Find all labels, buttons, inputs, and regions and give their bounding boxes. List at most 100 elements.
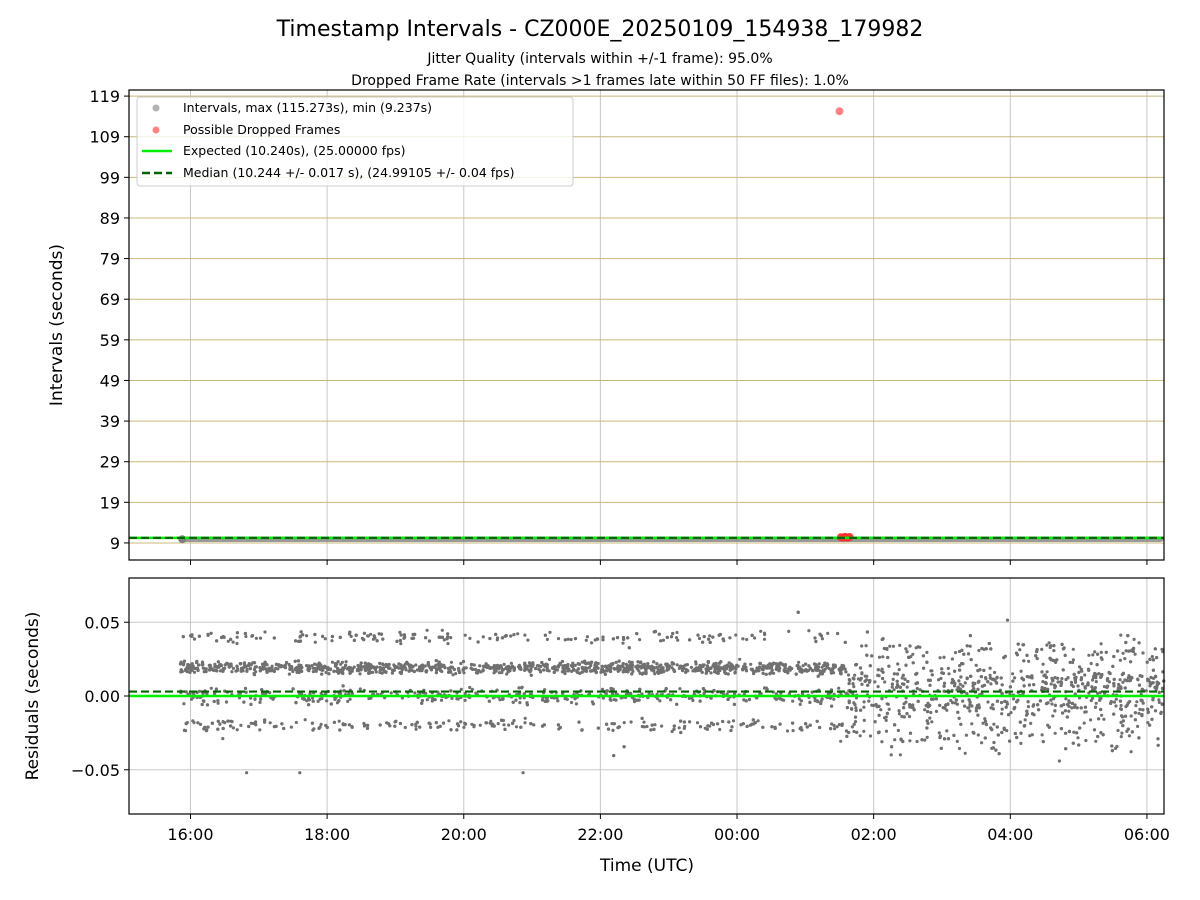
residual-point	[721, 637, 725, 641]
residual-point	[988, 666, 992, 670]
residual-point	[957, 649, 962, 654]
residual-point	[494, 632, 498, 637]
residual-point	[1110, 749, 1114, 753]
residual-point	[944, 703, 948, 707]
residual-point	[1079, 706, 1083, 710]
residual-point	[1021, 643, 1025, 647]
residual-point	[569, 700, 574, 705]
residual-point	[1061, 711, 1065, 715]
residual-point	[963, 704, 967, 708]
residual-point	[1019, 741, 1023, 746]
residual-point	[182, 702, 186, 706]
intervals-plot: 9 19 29 39 49 59 69 79 89 99 109 119 Intervals (sec…	[47, 87, 1165, 565]
residual-point	[504, 634, 508, 638]
residual-point	[210, 721, 214, 725]
residual-point	[347, 723, 351, 727]
residual-point	[659, 670, 663, 674]
residual-point	[410, 668, 414, 672]
residual-point	[614, 692, 618, 696]
residual-point	[359, 664, 363, 668]
residual-point	[813, 699, 817, 703]
residual-point	[572, 667, 576, 671]
residual-point	[1061, 668, 1065, 672]
residual-point	[196, 668, 200, 673]
residual-point	[326, 668, 330, 672]
residual-point	[838, 671, 843, 675]
residual-point	[876, 685, 880, 689]
residual-point	[656, 697, 660, 701]
residual-point	[868, 664, 872, 668]
residual-point	[601, 638, 605, 642]
residual-point	[1067, 709, 1071, 713]
residual-point	[995, 676, 999, 680]
residual-point	[1008, 692, 1012, 696]
residual-point	[1099, 707, 1103, 712]
residual-point	[946, 666, 950, 671]
residual-point	[330, 634, 334, 639]
residual-point	[507, 723, 511, 727]
residual-point	[895, 679, 899, 683]
residual-point	[502, 662, 506, 667]
residual-point	[583, 667, 587, 671]
residual-point	[563, 671, 567, 676]
residual-point	[852, 685, 856, 689]
residual-point	[750, 633, 754, 638]
residual-point	[1050, 702, 1054, 706]
residual-point	[859, 676, 863, 681]
residual-point	[1019, 669, 1023, 673]
residual-point	[340, 660, 344, 664]
residual-point	[755, 666, 759, 670]
residual-point	[1013, 705, 1017, 710]
intervals-ytick-label: 39	[100, 412, 120, 431]
residual-point	[1027, 659, 1031, 663]
residual-point	[991, 703, 995, 707]
residual-point	[374, 670, 378, 674]
residual-point	[914, 672, 918, 676]
residual-point	[1012, 697, 1016, 701]
residual-point	[1025, 653, 1029, 658]
residual-point	[866, 683, 870, 687]
residual-point	[942, 684, 946, 688]
residual-point	[745, 724, 749, 729]
residual-point	[1119, 707, 1123, 711]
residual-point	[1112, 681, 1116, 686]
residual-point	[652, 660, 656, 664]
residual-point	[1040, 647, 1044, 652]
residual-point	[398, 638, 402, 643]
residual-point	[945, 729, 949, 733]
residual-point	[429, 725, 433, 729]
residual-point	[868, 679, 872, 683]
residual-point	[1009, 711, 1013, 715]
residual-point	[434, 721, 438, 725]
residual-point	[484, 665, 488, 669]
residual-point	[381, 662, 385, 666]
residual-point	[552, 670, 556, 675]
residual-point	[979, 675, 984, 679]
residual-point	[1133, 718, 1137, 722]
residual-point	[197, 634, 201, 638]
residual-point	[1151, 681, 1155, 685]
residual-point	[481, 668, 485, 672]
residual-point	[924, 704, 928, 708]
residual-point	[253, 697, 257, 701]
residual-point	[843, 640, 847, 645]
residual-point	[953, 701, 958, 705]
residual-point	[626, 670, 630, 674]
residual-point	[1086, 683, 1090, 687]
residual-point	[1074, 675, 1078, 680]
residual-point	[495, 663, 499, 668]
residual-point	[297, 670, 301, 675]
residual-point	[968, 634, 973, 638]
residual-point	[447, 719, 451, 723]
residual-point	[1002, 727, 1006, 732]
residual-point	[606, 727, 611, 731]
residual-point	[761, 671, 765, 676]
residual-point	[580, 728, 584, 732]
residual-point	[471, 667, 475, 672]
residual-point	[729, 666, 733, 670]
residual-point	[896, 728, 901, 733]
residual-point	[1027, 683, 1031, 687]
residual-point	[348, 630, 352, 634]
residual-point	[1000, 692, 1004, 696]
residual-point	[215, 665, 219, 670]
